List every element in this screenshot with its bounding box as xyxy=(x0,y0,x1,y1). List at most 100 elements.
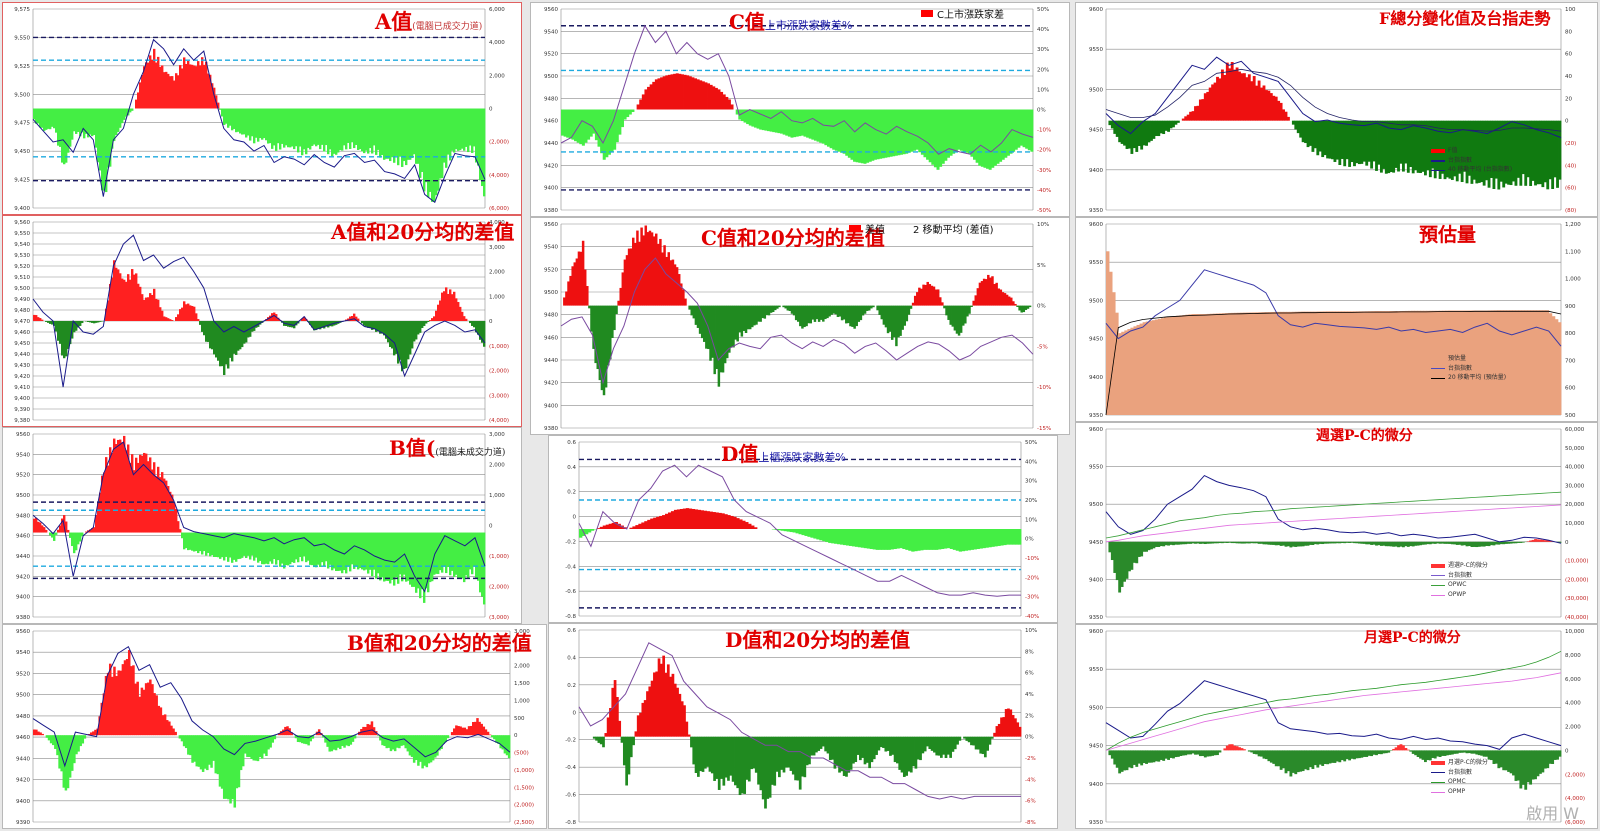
area-bar xyxy=(1541,539,1545,542)
area-bar xyxy=(893,529,897,550)
chart-panel-b20[interactable]: 9390 9400 9420 9440 9460 9480 9500 9520 9540 9560… xyxy=(2,624,547,829)
area-bar xyxy=(984,279,988,306)
area-bar xyxy=(403,532,406,575)
area-bar xyxy=(317,532,320,565)
area-bar xyxy=(1384,541,1388,547)
area-bar xyxy=(686,75,690,110)
area-bar xyxy=(1487,541,1491,547)
area-bar xyxy=(61,518,64,533)
area-bar xyxy=(1502,541,1506,545)
chart-panel-f[interactable]: 9350 9400 9450 9500 9550 9600 (80) (60) (40) (20)… xyxy=(1075,2,1598,217)
series-line xyxy=(560,24,1034,155)
area-bar xyxy=(1301,541,1305,547)
y2-tick-label: (1,000) xyxy=(489,344,509,350)
area-bar xyxy=(1267,750,1271,762)
area-bar xyxy=(799,305,802,327)
y2-tick-label: 20% xyxy=(1037,67,1049,73)
area-bar xyxy=(934,289,938,306)
chart-plot-c: 9380940094209440946094809500952095409560… xyxy=(544,7,1051,214)
chart-panel-est[interactable]: 9350 9400 9450 9500 9550 9600 500 600 700 800 900 1… xyxy=(1075,217,1598,422)
series-line xyxy=(1105,672,1562,751)
area-bar xyxy=(1130,750,1134,769)
area-bar xyxy=(1482,120,1486,186)
area-bar xyxy=(235,532,238,562)
area-bar xyxy=(329,321,332,327)
area-bar xyxy=(1499,750,1503,768)
chart-panel-d20[interactable]: -0.8 -0.6 -0.4 -0.2 0 0.2 0.4 0.6 -8% -6% -4% -2% 0%… xyxy=(548,623,1058,829)
area-bar xyxy=(221,532,224,558)
area-bar xyxy=(730,515,734,529)
area-bar xyxy=(1546,750,1550,769)
chart-panel-a[interactable]: 9,400 9,425 9,450 9,475 9,500 9,525 9,550 9,575… xyxy=(2,2,522,215)
area-bar xyxy=(1527,310,1531,415)
area-bar xyxy=(650,680,654,737)
y2-tick-label: (40) xyxy=(1565,163,1576,169)
area-bar xyxy=(1530,310,1534,415)
area-bar xyxy=(229,532,232,558)
chart-panel-c[interactable]: 9380 9400 9420 9440 9460 9480 9500 9520 9540 9560… xyxy=(530,2,1070,217)
area-bar xyxy=(175,73,178,109)
chart-panel-b[interactable]: 9380 9400 9420 9440 9460 9480 9500 9520 9540 9560… xyxy=(2,427,522,624)
chart-panel-wpc[interactable]: 9350 9400 9450 9500 9550 9600 (40,000) (30,000)… xyxy=(1075,422,1598,624)
area-bar xyxy=(1231,312,1235,415)
y-tick-label: 0.4 xyxy=(567,465,576,471)
area-bar xyxy=(1345,541,1349,543)
area-bar xyxy=(361,532,364,570)
area-bar xyxy=(387,532,390,581)
y2-tick-label: 10% xyxy=(1025,628,1037,634)
area-bar xyxy=(1387,120,1391,174)
chart-panel-mpc[interactable]: 9350 9400 9450 9500 9550 9600 (6,000) (4,000) (2… xyxy=(1075,624,1598,829)
area-bar xyxy=(967,109,971,154)
area-bar xyxy=(584,109,588,143)
area-bar xyxy=(317,108,320,145)
area-bar xyxy=(261,532,264,565)
area-bar xyxy=(643,700,647,737)
area-bar xyxy=(1548,120,1552,180)
area-bar xyxy=(159,477,162,533)
area-bar xyxy=(718,512,722,529)
area-bar xyxy=(1316,120,1320,156)
area-bar xyxy=(193,532,196,552)
y2-tick-label: (20,000) xyxy=(1565,577,1589,583)
area-bar xyxy=(1024,305,1028,310)
area-bar xyxy=(1370,541,1374,545)
area-bar xyxy=(641,94,645,110)
area-bar xyxy=(632,526,636,529)
area-bar xyxy=(385,321,388,339)
area-bar xyxy=(233,735,237,808)
area-bar xyxy=(351,315,354,321)
area-bar xyxy=(389,532,392,584)
area-bar xyxy=(1343,750,1347,762)
area-bar xyxy=(1299,541,1303,547)
area-bar xyxy=(730,104,734,110)
area-bar xyxy=(767,305,771,316)
area-bar xyxy=(269,532,272,562)
chart-plot-a20: 9,3809,3909,4009,4109,4209,4309,4409,450… xyxy=(14,220,509,424)
area-bar xyxy=(1348,750,1352,761)
area-bar xyxy=(225,735,228,799)
area-bar xyxy=(1455,541,1459,545)
area-bar xyxy=(493,735,496,740)
area-bar xyxy=(431,532,434,582)
area-bar xyxy=(1228,312,1232,415)
y2-tick-label: 4,000 xyxy=(489,220,505,226)
area-bar xyxy=(351,108,354,143)
area-bar xyxy=(1264,312,1269,415)
area-bar xyxy=(753,109,757,128)
chart-panel-a20[interactable]: 9,380 9,390 9,400 9,410 9,420 9,430 9,440 9,450… xyxy=(2,215,522,427)
area-bar xyxy=(353,313,356,321)
chart-panel-c20[interactable]: 9380 9400 9420 9440 9460 9480 9500 9520 9540 9560… xyxy=(530,217,1070,435)
area-bar xyxy=(317,321,320,330)
area-bar xyxy=(1512,310,1516,415)
area-bar xyxy=(123,435,126,533)
area-bar xyxy=(472,722,475,736)
area-bar xyxy=(1128,750,1131,768)
area-bar xyxy=(309,735,313,742)
area-bar xyxy=(253,108,256,144)
area-bar xyxy=(884,736,888,752)
area-bar xyxy=(1022,305,1026,313)
chart-panel-d[interactable]: -0.8 -0.6 -0.4 -0.2 0 0.2 0.4 0.6 -40% -30% -20% -1… xyxy=(548,435,1058,623)
area-bar xyxy=(1485,750,1489,757)
area-bar xyxy=(1432,310,1437,415)
area-bar xyxy=(889,736,892,756)
